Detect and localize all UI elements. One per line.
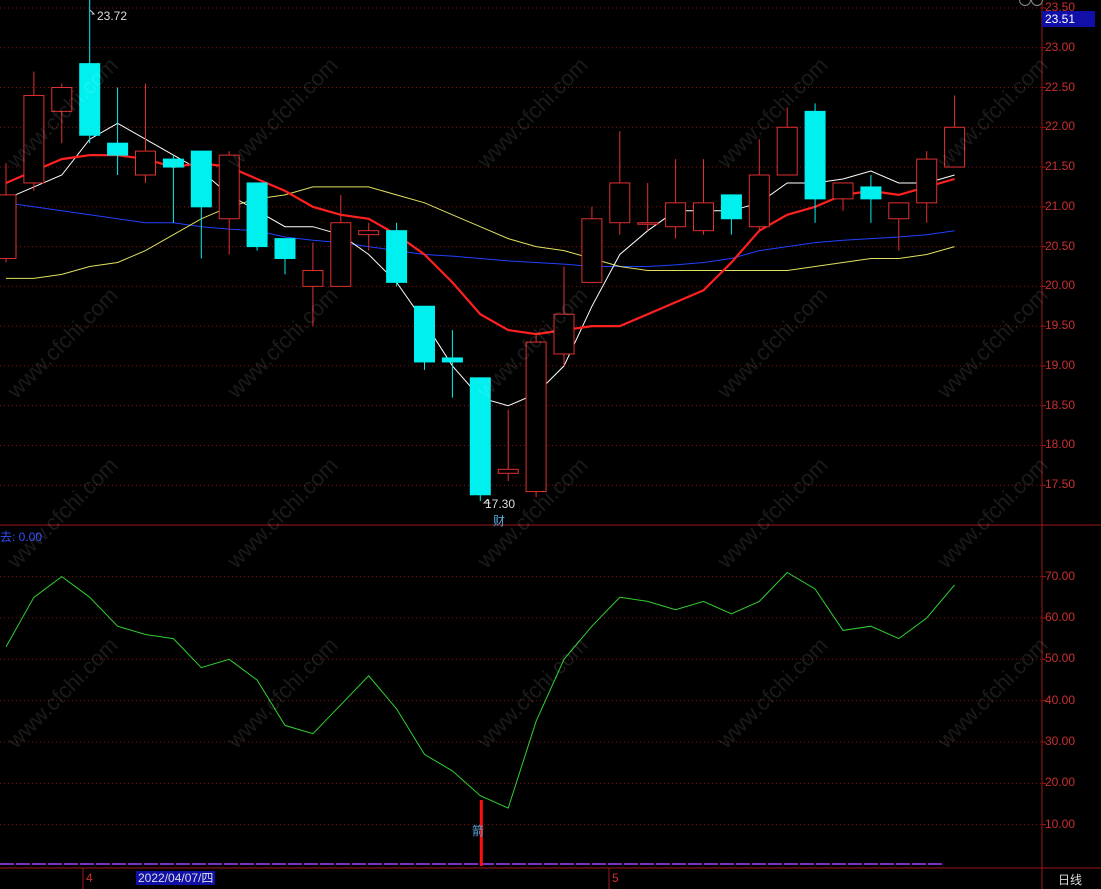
ma60-line: [5, 202, 955, 267]
y-tick-label: 18.00: [1045, 437, 1076, 452]
candle-body: [665, 202, 687, 228]
candle-body: [553, 313, 575, 355]
y-tick-label: 60.00: [1045, 609, 1076, 624]
candle-body: [190, 150, 212, 208]
y-tick-label: 20.50: [1045, 238, 1076, 253]
candle-body: [720, 194, 742, 220]
y-tick-label: 50.00: [1045, 651, 1076, 666]
y-tick-label: 18.50: [1045, 397, 1076, 412]
month-label-may: 5: [612, 871, 619, 885]
last-price-tag: 23.51: [1042, 11, 1095, 27]
y-tick-label: 70.00: [1045, 568, 1076, 583]
candle-body: [944, 126, 966, 168]
cursor-date-label: 2022/04/07/四: [136, 871, 216, 885]
y-tick-label: 19.50: [1045, 318, 1076, 333]
candle-body: [246, 182, 268, 248]
y-tick-label: 17.50: [1045, 477, 1076, 492]
y-tick-label: 19.00: [1045, 357, 1076, 372]
candle-body: [386, 230, 408, 283]
candle-body: [804, 110, 826, 200]
financial-report-marker[interactable]: 财: [493, 514, 506, 528]
candle-body: [469, 377, 491, 496]
candle-body: [135, 150, 156, 176]
candle-body: [218, 154, 240, 220]
y-tick-label: 30.00: [1045, 733, 1076, 748]
candle-body: [274, 238, 296, 260]
candle-body: [414, 305, 435, 363]
y-tick-label: 40.00: [1045, 692, 1076, 707]
candle-body: [525, 341, 547, 493]
indicator-title: 去: 0.00: [0, 530, 43, 544]
candle-body: [497, 468, 519, 474]
candle-body: [358, 230, 380, 236]
candle-body: [23, 94, 45, 184]
candle-body: [832, 182, 854, 200]
y-tick-label: 22.50: [1045, 79, 1076, 94]
candle-body: [693, 202, 714, 232]
candle-body: [441, 357, 463, 363]
y-tick-label: 21.00: [1045, 198, 1076, 213]
y-tick-label: 10.00: [1045, 816, 1076, 831]
y-tick-label: 21.50: [1045, 159, 1076, 174]
high-pointer: [89, 9, 96, 15]
candle-body: [776, 126, 798, 176]
high-price-label: 23.72: [97, 9, 128, 23]
period-selector[interactable]: 日线: [1058, 873, 1083, 887]
y-tick-label: 23.00: [1045, 39, 1076, 54]
candle-body: [51, 87, 73, 112]
candle-body: [609, 182, 631, 224]
y-tick-label: 23.50: [1045, 0, 1076, 14]
candle-body: [888, 202, 910, 220]
candle-body: [637, 222, 659, 225]
candle-body: [330, 222, 352, 287]
candle-body: [0, 194, 17, 260]
candle-body: [162, 158, 184, 168]
indicator-line: [5, 571, 955, 809]
month-label-april: 4: [86, 871, 93, 885]
y-tick-label: 20.00: [1045, 278, 1076, 293]
candle-body: [79, 63, 101, 136]
y-tick-label: 20.00: [1045, 775, 1076, 790]
low-price-label: 17.30: [485, 497, 516, 511]
candle-body: [302, 269, 324, 287]
arrow-signal-marker: 箭: [472, 824, 485, 838]
low-pointer: [482, 498, 491, 504]
candle-body: [581, 218, 603, 283]
candle-body: [748, 174, 770, 228]
candle-body: [916, 158, 938, 204]
candle-body: [860, 186, 882, 200]
y-tick-label: 22.00: [1045, 119, 1076, 134]
candle-body: [107, 142, 129, 156]
ma20-line: [6, 186, 955, 279]
